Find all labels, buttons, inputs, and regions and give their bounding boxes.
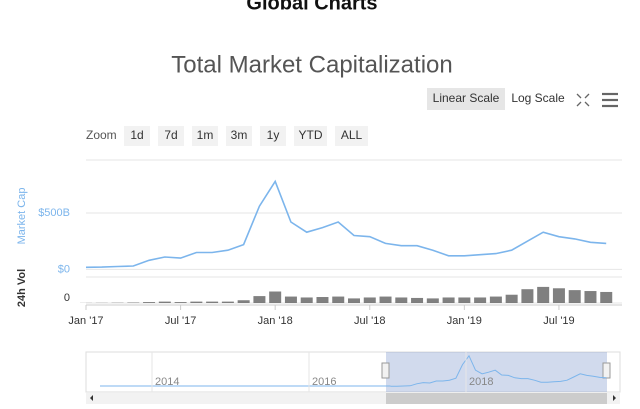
zoom-button-label[interactable]: ALL bbox=[341, 128, 363, 142]
navigator-selection[interactable] bbox=[386, 352, 607, 392]
zoom-button-label[interactable]: 1d bbox=[130, 128, 143, 142]
zoom-button[interactable] bbox=[226, 126, 252, 146]
navigator-line bbox=[390, 354, 607, 387]
x-tick-label: Jan '18 bbox=[258, 315, 293, 327]
volume-bar bbox=[269, 291, 282, 303]
page-title: Global Charts bbox=[246, 0, 377, 14]
zoom-button[interactable] bbox=[294, 126, 327, 146]
y2-axis-label: 24h Vol bbox=[16, 269, 28, 307]
scrollbar-track[interactable] bbox=[86, 393, 620, 404]
volume-bar bbox=[442, 297, 455, 303]
zoom-button[interactable] bbox=[260, 126, 286, 146]
volume-bar bbox=[190, 301, 203, 303]
volume-bar bbox=[206, 301, 219, 303]
volume-bar bbox=[316, 297, 329, 303]
volume-bar bbox=[426, 298, 439, 303]
volume-bar bbox=[505, 294, 518, 303]
y-tick-label: $500B bbox=[38, 207, 70, 219]
x-tick-label: Jul '18 bbox=[354, 315, 385, 327]
volume-bar bbox=[332, 296, 345, 303]
linear-scale-button[interactable] bbox=[427, 88, 505, 110]
volume-bar bbox=[474, 297, 487, 303]
menu-icon[interactable] bbox=[602, 92, 618, 108]
volume-bar bbox=[300, 297, 313, 303]
zoom-button[interactable] bbox=[335, 126, 368, 146]
volume-bar bbox=[174, 302, 187, 303]
x-tick-label: Jan '17 bbox=[68, 315, 103, 327]
zoom-button[interactable] bbox=[158, 126, 184, 146]
zoom-button-label[interactable]: 1m bbox=[197, 128, 214, 142]
chart-title: Total Market Capitalization bbox=[171, 51, 452, 78]
y-tick-label: $0 bbox=[58, 263, 70, 275]
navigator-handle[interactable] bbox=[602, 362, 611, 379]
volume-bar bbox=[584, 291, 597, 303]
volume-bar bbox=[521, 289, 534, 303]
y2-tick-label: 0 bbox=[64, 292, 70, 304]
navigator-tick-label: 2014 bbox=[155, 376, 179, 388]
navigator-tick-label: 2016 bbox=[312, 376, 336, 388]
zoom-button-label[interactable]: YTD bbox=[299, 128, 323, 142]
navigator-frame bbox=[85, 351, 621, 393]
market-cap-line bbox=[85, 179, 607, 269]
zoom-button[interactable] bbox=[192, 126, 218, 146]
y-axis-label: Market Cap bbox=[16, 188, 28, 245]
volume-bar bbox=[568, 290, 581, 303]
zoom-button-label[interactable]: 1y bbox=[267, 128, 280, 142]
volume-bar bbox=[552, 288, 565, 303]
volume-bar bbox=[237, 300, 250, 303]
zoom-button-label[interactable]: 7d bbox=[164, 128, 177, 142]
x-tick-label: Jan '19 bbox=[447, 315, 482, 327]
volume-bar bbox=[284, 296, 297, 303]
volume-bar bbox=[458, 297, 471, 303]
zoom-button[interactable] bbox=[124, 126, 150, 146]
navigator-handle[interactable] bbox=[381, 362, 390, 379]
fullscreen-icon[interactable] bbox=[576, 93, 590, 107]
volume-bar bbox=[395, 297, 408, 303]
volume-bar bbox=[411, 297, 424, 303]
volume-bar bbox=[221, 301, 234, 303]
scrollbar-thumb[interactable] bbox=[386, 393, 607, 404]
volume-bar bbox=[143, 302, 156, 303]
volume-bar bbox=[348, 298, 360, 303]
volume-bar bbox=[253, 296, 266, 303]
volume-bar bbox=[600, 291, 613, 303]
x-tick-label: Jul '17 bbox=[165, 315, 196, 327]
volume-bar bbox=[379, 296, 392, 303]
zoom-button-label[interactable]: 3m bbox=[231, 128, 248, 142]
volume-bar bbox=[158, 301, 171, 303]
linear-scale-label[interactable]: Linear Scale bbox=[433, 91, 500, 105]
log-scale-label[interactable]: Log Scale bbox=[511, 91, 565, 105]
navigator-tick-label: 2018 bbox=[469, 376, 493, 388]
volume-bar bbox=[363, 297, 376, 303]
x-tick-label: Jul '19 bbox=[543, 315, 574, 327]
zoom-label: Zoom bbox=[86, 128, 117, 142]
volume-bar bbox=[489, 296, 502, 303]
volume-bar bbox=[537, 286, 550, 303]
